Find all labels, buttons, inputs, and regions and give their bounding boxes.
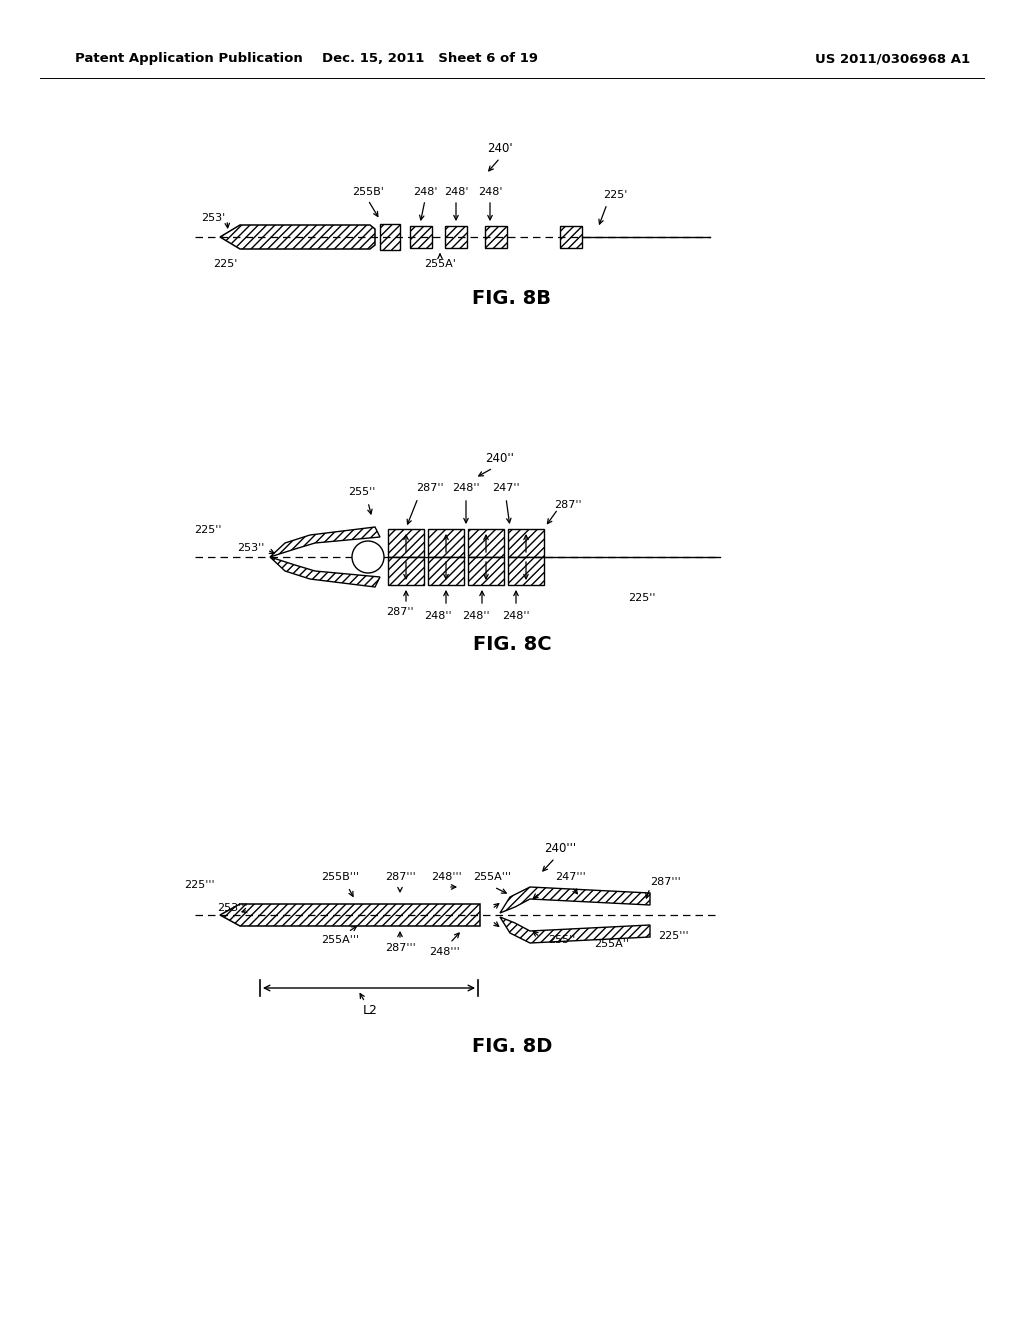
Text: 255A': 255A' xyxy=(424,259,456,269)
Text: Dec. 15, 2011   Sheet 6 of 19: Dec. 15, 2011 Sheet 6 of 19 xyxy=(322,51,538,65)
Bar xyxy=(468,557,504,585)
Bar xyxy=(508,529,544,557)
Text: 255A'': 255A'' xyxy=(595,939,630,949)
Text: FIG. 8C: FIG. 8C xyxy=(473,635,551,655)
Text: 240'': 240'' xyxy=(485,451,514,465)
Bar xyxy=(428,557,464,585)
Text: US 2011/0306968 A1: US 2011/0306968 A1 xyxy=(815,51,970,65)
Text: 225': 225' xyxy=(603,190,627,201)
Polygon shape xyxy=(220,904,480,927)
Polygon shape xyxy=(220,224,375,249)
Text: 255B': 255B' xyxy=(352,187,384,197)
Text: 248': 248' xyxy=(413,187,437,197)
Bar xyxy=(410,226,432,248)
Bar xyxy=(388,557,424,585)
Text: Patent Application Publication: Patent Application Publication xyxy=(75,51,303,65)
Text: 287''': 287''' xyxy=(385,942,416,953)
Text: 255'': 255'' xyxy=(548,935,575,945)
Bar xyxy=(428,529,464,557)
Text: 248'': 248'' xyxy=(502,611,529,620)
Text: 248': 248' xyxy=(478,187,502,197)
Polygon shape xyxy=(500,917,650,942)
Text: 240''': 240''' xyxy=(544,842,577,854)
Text: 253''': 253''' xyxy=(217,903,248,913)
Bar xyxy=(445,226,467,248)
Text: 255B''': 255B''' xyxy=(321,873,359,882)
Text: 248'': 248'' xyxy=(453,483,480,492)
Bar xyxy=(508,557,544,585)
Text: 255A''': 255A''' xyxy=(321,935,359,945)
Text: 253'': 253'' xyxy=(238,543,265,553)
Text: 247''': 247''' xyxy=(555,873,586,882)
Text: FIG. 8D: FIG. 8D xyxy=(472,1036,552,1056)
Text: 287''': 287''' xyxy=(650,876,681,887)
Text: 287'': 287'' xyxy=(416,483,443,492)
Text: 225'': 225'' xyxy=(628,593,655,603)
Text: 248'': 248'' xyxy=(424,611,452,620)
Text: 248''': 248''' xyxy=(431,873,462,882)
Bar xyxy=(380,224,400,249)
Polygon shape xyxy=(500,887,650,913)
Text: 225''': 225''' xyxy=(184,880,215,890)
Polygon shape xyxy=(270,557,380,587)
Bar xyxy=(485,226,507,248)
Text: FIG. 8B: FIG. 8B xyxy=(472,289,552,308)
Text: 287'': 287'' xyxy=(386,607,414,616)
Text: 248'': 248'' xyxy=(462,611,489,620)
Bar xyxy=(468,529,504,557)
Text: 225''': 225''' xyxy=(658,931,688,941)
Bar xyxy=(560,226,582,248)
Text: 287''': 287''' xyxy=(385,873,416,882)
Text: 240': 240' xyxy=(487,141,513,154)
Circle shape xyxy=(352,541,384,573)
Text: 255A''': 255A''' xyxy=(473,873,511,882)
Text: 247'': 247'' xyxy=(493,483,520,492)
Text: 248''': 248''' xyxy=(429,946,460,957)
Text: 248': 248' xyxy=(443,187,468,197)
Text: L2: L2 xyxy=(362,1003,378,1016)
Text: 287'': 287'' xyxy=(554,500,582,510)
Text: 225': 225' xyxy=(213,259,238,269)
Text: 225'': 225'' xyxy=(195,525,222,535)
Text: 255'': 255'' xyxy=(348,487,376,498)
Text: 253': 253' xyxy=(201,213,225,223)
Polygon shape xyxy=(270,527,380,557)
Bar xyxy=(388,529,424,557)
